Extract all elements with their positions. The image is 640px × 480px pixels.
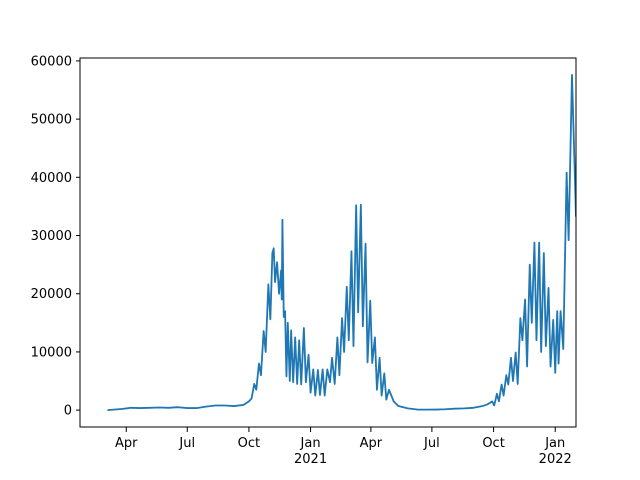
- data-line: [107, 73, 576, 412]
- x-tick-label: Oct: [238, 436, 260, 451]
- x-tick-label: Jan 2021: [294, 436, 327, 467]
- y-tick-label: 30000: [31, 229, 72, 244]
- x-tick-label: Apr: [115, 436, 138, 451]
- y-tick-label: 50000: [31, 113, 72, 128]
- y-tick-label: 40000: [31, 171, 72, 186]
- x-tick-label: Jul: [423, 436, 440, 451]
- x-tick-label: Apr: [360, 436, 383, 451]
- y-tick-label: 20000: [31, 287, 72, 302]
- x-tick-label: Jan 2022: [539, 436, 572, 467]
- y-tick-label: 10000: [31, 345, 72, 360]
- x-tick-label: Oct: [482, 436, 504, 451]
- y-tick-label: 0: [64, 404, 72, 419]
- y-tick-label: 60000: [31, 54, 72, 69]
- plot-frame: [79, 57, 577, 428]
- x-tick-label: Jul: [178, 436, 195, 451]
